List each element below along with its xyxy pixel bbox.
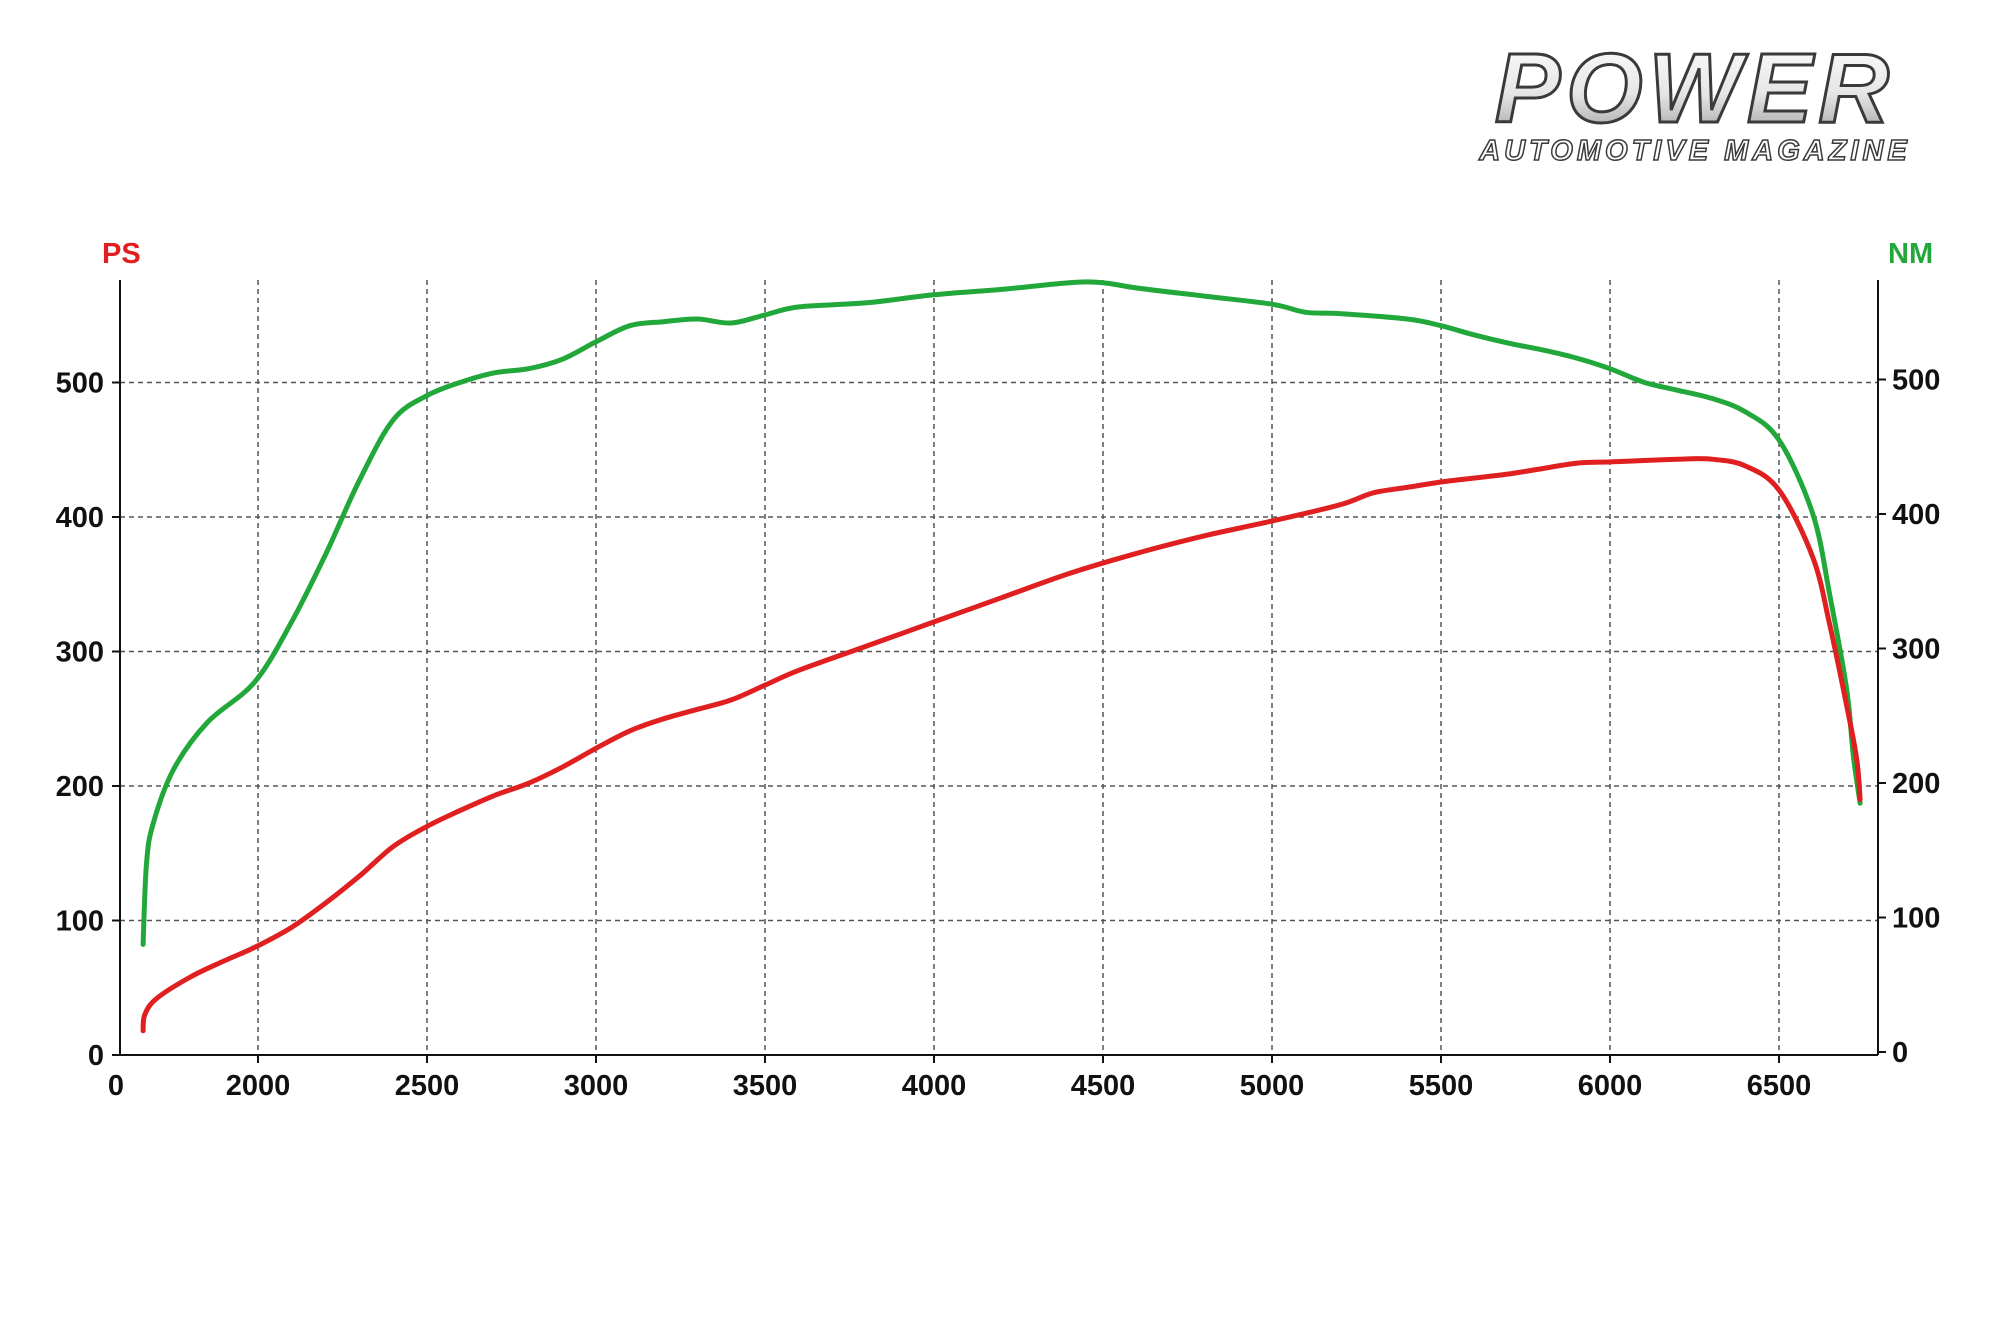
right-y-tick-label: 300 xyxy=(1892,634,1940,666)
x-tick-label: 6500 xyxy=(1747,1070,1812,1102)
left-y-tick-label: 500 xyxy=(56,368,104,400)
right-y-tick-label: 0 xyxy=(1892,1037,1908,1069)
grid xyxy=(120,280,1878,1055)
power-automotive-magazine-logo: POWER AUTOMOTIVE MAGAZINE xyxy=(1477,50,1911,168)
right-axis-unit-label: NM xyxy=(1888,238,1933,270)
series xyxy=(140,279,1863,1034)
x-tick-label: 2000 xyxy=(226,1070,291,1102)
x-tick-label: 5500 xyxy=(1409,1070,1474,1102)
logo-subtitle: AUTOMOTIVE MAGAZINE xyxy=(1478,135,1911,167)
right-y-tick-label: 400 xyxy=(1892,499,1940,531)
tick-labels: 0 2000 2500 3000 3500 4000 4500 5000 5500 6000 650… xyxy=(56,365,1941,1103)
x-tick-label: 0 xyxy=(108,1070,124,1102)
x-tick-label: 5000 xyxy=(1240,1070,1305,1102)
right-y-tick-label: 200 xyxy=(1892,768,1940,800)
x-tick-label: 2500 xyxy=(395,1070,460,1102)
right-y-tick-label: 500 xyxy=(1892,365,1940,397)
left-y-tick-label: 300 xyxy=(56,637,104,669)
axes xyxy=(112,280,1886,1063)
x-tick-label: 4000 xyxy=(902,1070,967,1102)
x-tick-label: 4500 xyxy=(1071,1070,1136,1102)
x-tick-label: 3000 xyxy=(564,1070,629,1102)
left-y-tick-label: 100 xyxy=(56,906,104,938)
left-axis-unit-label: PS xyxy=(102,238,141,270)
x-tick-label: 3500 xyxy=(733,1070,798,1102)
right-y-tick-label: 100 xyxy=(1892,903,1940,935)
left-y-tick-label: 400 xyxy=(56,502,104,534)
left-y-tick-label: 200 xyxy=(56,771,104,803)
torque-nm-curve xyxy=(140,279,1863,947)
logo-title: POWER xyxy=(1495,50,1895,143)
left-y-tick-label: 0 xyxy=(88,1040,104,1072)
power-ps-curve xyxy=(140,456,1863,1034)
x-tick-label: 6000 xyxy=(1578,1070,1643,1102)
